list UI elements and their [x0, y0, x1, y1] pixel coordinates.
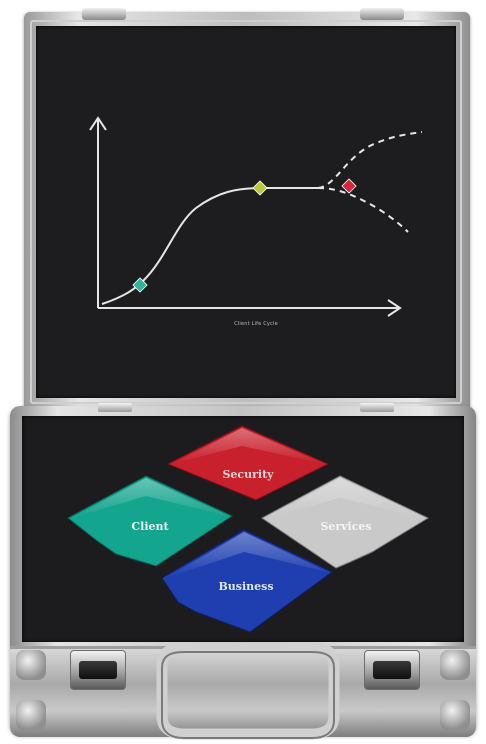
lid-hinge-left — [82, 8, 126, 20]
latch-left[interactable] — [70, 650, 126, 690]
life-cycle-curve — [101, 187, 318, 305]
base-hinge-left — [98, 403, 132, 412]
corner-guard-bottom-right — [440, 700, 470, 730]
y-axis-arrowhead — [89, 116, 107, 131]
decline-branch-dashed — [317, 187, 409, 233]
early-stage-marker — [132, 277, 148, 293]
security-tile[interactable]: Security — [166, 425, 330, 501]
corner-guard-bottom-left — [16, 700, 46, 730]
client-tile-label: Client — [131, 520, 169, 533]
lid-hinge-right — [360, 8, 404, 20]
services-tile[interactable]: Services — [261, 475, 430, 569]
client-tile[interactable]: Client — [67, 475, 234, 567]
lid-inner-bezel — [30, 20, 462, 404]
chart-caption: Client Life Cycle — [234, 321, 278, 327]
lid-display-panel — [36, 26, 456, 398]
carry-handle[interactable] — [156, 642, 340, 740]
latch-right[interactable] — [364, 650, 420, 690]
security-tile-label: Security — [222, 468, 274, 481]
plateau-marker — [252, 180, 268, 196]
corner-guard-top-left — [16, 650, 46, 680]
corner-guard-top-right — [440, 650, 470, 680]
business-tile-label: Business — [218, 580, 273, 593]
business-tile[interactable]: Business — [161, 529, 333, 633]
base-hinge-right — [360, 403, 394, 412]
life-cycle-diagram — [89, 116, 423, 317]
growth-branch-dashed — [317, 131, 423, 189]
services-tile-label: Services — [320, 520, 371, 533]
x-axis-arrowhead — [387, 299, 402, 317]
branch-point-marker — [341, 178, 357, 194]
